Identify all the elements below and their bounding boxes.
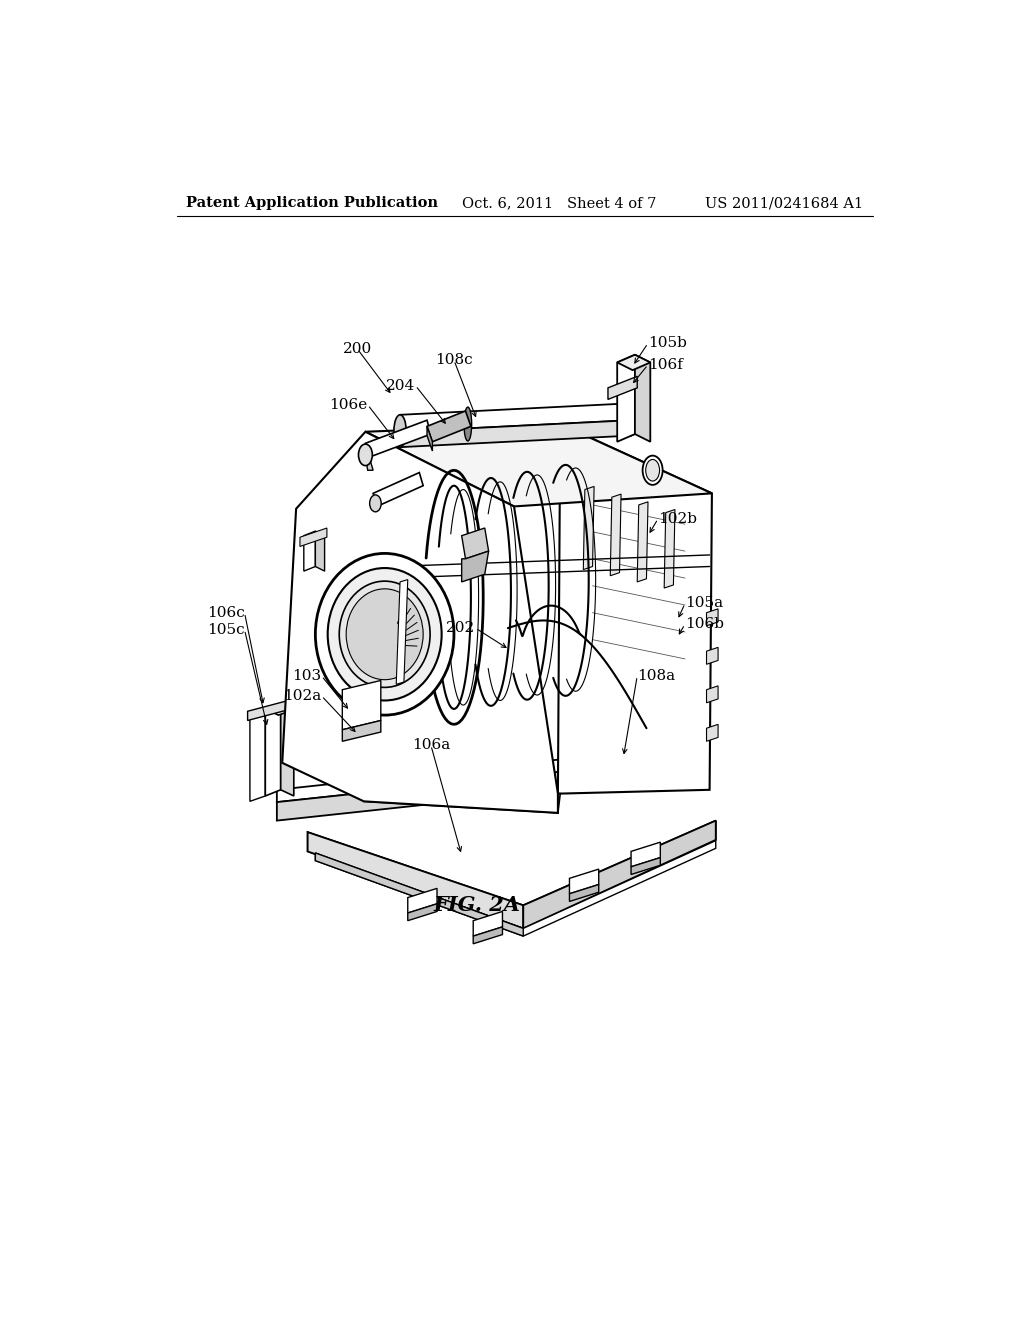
Text: 102b: 102b — [658, 512, 697, 525]
Polygon shape — [670, 590, 701, 605]
Polygon shape — [558, 424, 712, 793]
Polygon shape — [400, 420, 631, 447]
Polygon shape — [366, 420, 431, 457]
Text: 204: 204 — [386, 379, 416, 392]
Ellipse shape — [643, 455, 663, 484]
Polygon shape — [665, 510, 675, 589]
Polygon shape — [265, 704, 281, 796]
Text: 106e: 106e — [330, 397, 368, 412]
Polygon shape — [523, 821, 716, 928]
Text: Oct. 6, 2011   Sheet 4 of 7: Oct. 6, 2011 Sheet 4 of 7 — [462, 197, 656, 210]
Polygon shape — [307, 832, 523, 928]
Text: 108a: 108a — [637, 669, 676, 682]
Polygon shape — [373, 473, 423, 507]
Polygon shape — [408, 904, 437, 921]
Ellipse shape — [646, 459, 659, 480]
Text: US 2011/0241684 A1: US 2011/0241684 A1 — [706, 197, 863, 210]
Polygon shape — [283, 432, 558, 813]
Polygon shape — [408, 888, 437, 913]
Polygon shape — [366, 424, 712, 507]
Polygon shape — [631, 858, 660, 875]
Polygon shape — [396, 579, 408, 684]
Polygon shape — [668, 619, 707, 648]
Ellipse shape — [315, 553, 454, 715]
Text: 200: 200 — [343, 342, 373, 356]
Polygon shape — [584, 487, 594, 570]
Polygon shape — [707, 686, 718, 702]
Polygon shape — [569, 869, 599, 894]
Text: 106f: 106f — [648, 358, 683, 372]
Polygon shape — [462, 552, 488, 582]
Polygon shape — [427, 426, 432, 451]
Text: FIG. 2A: FIG. 2A — [433, 895, 520, 915]
Polygon shape — [315, 841, 716, 936]
Text: 105c: 105c — [207, 623, 245, 636]
Ellipse shape — [358, 444, 373, 466]
Polygon shape — [631, 842, 660, 867]
Ellipse shape — [346, 589, 423, 680]
Polygon shape — [276, 743, 708, 803]
Polygon shape — [707, 609, 718, 626]
Ellipse shape — [328, 568, 441, 701]
Polygon shape — [300, 528, 327, 546]
Polygon shape — [304, 531, 315, 572]
Polygon shape — [307, 821, 716, 928]
Polygon shape — [427, 411, 471, 442]
Polygon shape — [637, 502, 648, 582]
Polygon shape — [670, 590, 686, 721]
Polygon shape — [315, 531, 325, 572]
Text: 105b: 105b — [648, 337, 687, 350]
Text: Patent Application Publication: Patent Application Publication — [186, 197, 438, 210]
Polygon shape — [364, 781, 560, 813]
Polygon shape — [608, 376, 637, 400]
Polygon shape — [473, 927, 503, 944]
Polygon shape — [400, 404, 631, 432]
Polygon shape — [342, 681, 381, 730]
Polygon shape — [617, 355, 635, 442]
Text: 103: 103 — [293, 669, 322, 682]
Polygon shape — [617, 355, 650, 370]
Polygon shape — [315, 853, 523, 936]
Polygon shape — [265, 704, 294, 715]
Ellipse shape — [394, 414, 407, 447]
Text: 106b: 106b — [685, 618, 724, 631]
Polygon shape — [569, 884, 599, 902]
Polygon shape — [610, 494, 621, 576]
Text: 202: 202 — [446, 622, 475, 635]
Polygon shape — [473, 911, 503, 936]
Polygon shape — [248, 697, 300, 721]
Text: 106c: 106c — [207, 606, 245, 619]
Polygon shape — [250, 708, 265, 801]
Text: 108c: 108c — [435, 354, 473, 367]
Polygon shape — [635, 355, 650, 442]
Polygon shape — [366, 457, 373, 470]
Polygon shape — [462, 528, 488, 558]
Polygon shape — [342, 721, 381, 742]
Text: 105a: 105a — [685, 597, 723, 610]
Polygon shape — [686, 590, 701, 721]
Text: 106a: 106a — [412, 738, 450, 752]
Polygon shape — [276, 756, 708, 821]
Ellipse shape — [627, 403, 639, 434]
Text: 102a: 102a — [284, 689, 322, 702]
Ellipse shape — [370, 495, 381, 512]
Ellipse shape — [464, 407, 472, 441]
Polygon shape — [281, 704, 294, 796]
Polygon shape — [707, 725, 718, 742]
Ellipse shape — [339, 581, 430, 688]
Polygon shape — [707, 647, 718, 664]
